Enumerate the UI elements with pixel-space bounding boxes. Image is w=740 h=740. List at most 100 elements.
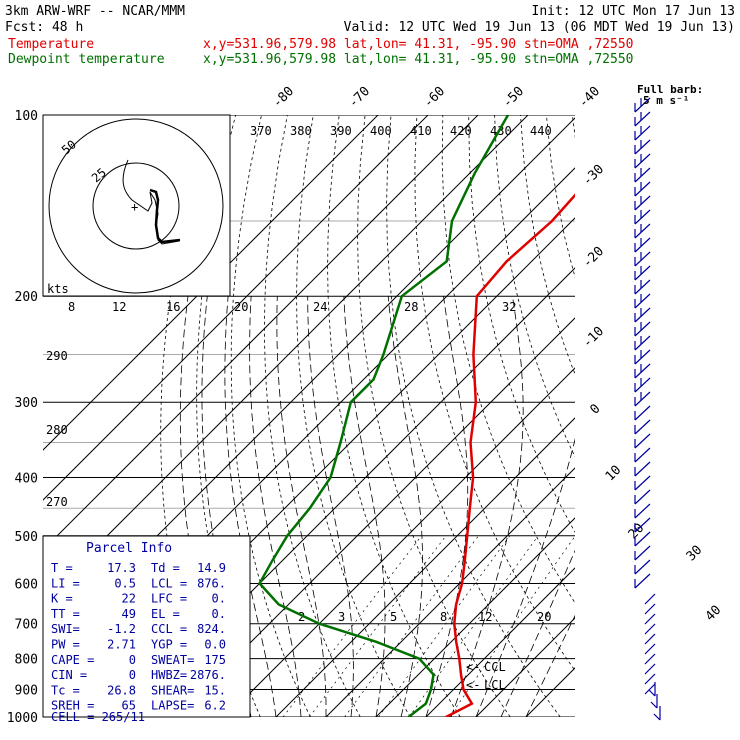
dewpoint-location: x,y=531.96,579.98 lat,lon= 41.31, -95.90… — [203, 52, 633, 67]
wind-barb-staff — [634, 181, 651, 197]
theta-tick-label: 420 — [450, 124, 472, 138]
pressure-tick-label: 300 — [15, 396, 38, 411]
wind-barb-staff — [634, 447, 651, 463]
isotherm-line — [43, 115, 479, 551]
model-title: 3km ARW-WRF -- NCAR/MMM — [5, 4, 185, 19]
wind-barb-staff — [634, 559, 651, 575]
pressure-tick-label: 800 — [15, 653, 38, 668]
parcel-info-cell: 0 — [129, 653, 136, 667]
dry-adiabat-line — [676, 115, 740, 717]
wind-barb-staff — [634, 223, 651, 239]
isotherm-tick-label: 0 — [587, 401, 603, 417]
wind-barb-staff — [634, 433, 651, 449]
header: 3km ARW-WRF -- NCAR/MMM Init: 12 UTC Mon… — [5, 4, 735, 67]
dry-adiabat-line — [264, 115, 361, 717]
parcel-info-cell: 26.8 — [107, 683, 136, 697]
parcel-info-cell: Td = — [151, 561, 180, 575]
isotherm-line — [275, 417, 575, 717]
parcel-info-frame — [42, 535, 251, 718]
temperature-location: x,y=531.96,579.98 lat,lon= 41.31, -95.90… — [203, 37, 633, 52]
moist-adiabat-line — [500, 549, 575, 717]
isotherm-line — [43, 115, 429, 501]
parcel-info-cell: CCL = — [151, 622, 187, 636]
isotherm-tick-label: -20 — [580, 244, 607, 271]
parcel-info-cell: 2.71 — [107, 638, 136, 652]
wind-barb-staff — [644, 603, 656, 615]
moist-adiabat-line — [276, 296, 327, 717]
parcel-info-cell: SREH = — [51, 699, 94, 713]
hodograph-ring-inner — [92, 162, 180, 250]
wind-barb-staff — [634, 475, 651, 491]
wind-barb-staff — [644, 663, 656, 675]
parcel-info-cell: YGP = — [151, 638, 187, 652]
dewpoint-line — [258, 115, 510, 717]
temperature-line — [445, 193, 575, 717]
dry-adiabat-line — [230, 115, 311, 717]
level-markers: CCL <- <- LCL — [466, 660, 506, 692]
wind-barb-staff — [634, 531, 651, 547]
mixing-ratio-tick-label: 8 — [68, 300, 75, 314]
wind-barb-staff — [634, 545, 651, 561]
parcel-info-panel: Parcel Info T = 17.3 Td = 14.9 LI = 0.5 LCL = 8… — [42, 535, 251, 724]
wind-barb-staff — [634, 503, 651, 519]
mixing-ratio-tick-label: 32 — [502, 300, 516, 314]
wind-barb-staff — [634, 489, 651, 505]
mixing-ratio-tick-label: 20 — [537, 610, 551, 624]
parcel-info-cell: 0.0 — [204, 638, 226, 652]
wind-barb-staff — [634, 111, 651, 127]
wind-barb-staff — [634, 293, 651, 309]
isotherm-tick-label: -40 — [576, 84, 603, 111]
pressure-axis: 100 200 300 400 500 600 700 800 900 1000 — [7, 109, 38, 726]
hodograph-trace-bold — [149, 188, 181, 244]
parcel-info-cell: 15. — [204, 683, 226, 697]
mixing-ratio-tick-label: 16 — [166, 300, 180, 314]
dry-adiabat-line — [296, 115, 411, 717]
isotherm-line — [425, 567, 575, 717]
pressure-tick-label: 400 — [15, 471, 38, 486]
hodograph: 25 50 + kts — [42, 114, 231, 297]
dry-adiabat-line — [650, 115, 740, 717]
wind-barb-staff — [634, 209, 651, 225]
parcel-info-rows: T = 17.3 Td = 14.9 LI = 0.5 LCL = 876. K = 22 LFC … — [51, 561, 226, 713]
isotherm-line — [375, 517, 575, 717]
theta-tick-label: 290 — [46, 349, 68, 363]
mixing-ratio-tick-label: 12 — [478, 610, 492, 624]
wind-barb-flag — [648, 689, 656, 697]
parcel-info-cell: 14.9 — [197, 561, 226, 575]
wind-barb-staff — [634, 573, 651, 589]
wind-barb-staff — [634, 419, 651, 435]
wind-barb-staff — [634, 237, 651, 253]
dry-adiabat-line — [546, 115, 575, 279]
mixing-ratio-tick-label: 5 — [390, 610, 397, 624]
parcel-info-cell: 175 — [204, 653, 226, 667]
wind-legend-title: Full barb: — [637, 83, 703, 96]
wind-barb-staff — [634, 307, 651, 323]
parcel-info-cell: SHEAR= — [151, 683, 194, 697]
hodograph-center-marker: + — [131, 200, 138, 214]
parcel-cell: CELL = 265/11 — [51, 710, 145, 724]
parcel-info-cell: 0 — [129, 668, 136, 682]
moist-adiabat-line — [475, 437, 575, 717]
pressure-tick-label: 500 — [15, 530, 38, 545]
parcel-info-cell: 17.3 — [107, 561, 136, 575]
parcel-info-cell: SWI= — [51, 622, 80, 636]
isotherm-tick-label: 40 — [703, 603, 725, 625]
wind-barbs — [634, 97, 661, 721]
pressure-tick-label: 1000 — [7, 711, 38, 726]
parcel-info-cell: HWBZ= — [151, 668, 187, 682]
mixing-ratio-tick-label: 8 — [440, 610, 447, 624]
dry-adiabat-line — [441, 115, 575, 604]
pressure-tick-label: 200 — [15, 290, 38, 305]
mixing-ratio-tick-label: 20 — [234, 300, 248, 314]
wind-barb-staff — [634, 391, 651, 407]
temperature-legend: Temperature — [8, 37, 94, 52]
parcel-info-cell: SWEAT= — [151, 653, 194, 667]
isotherm-line — [43, 115, 529, 601]
wind-barb-staff — [634, 265, 651, 281]
wind-barb-staff — [644, 633, 656, 645]
mixing-ratio-labels: 8 12 16 20 24 28 32 2 3 5 8 12 20 — [68, 300, 551, 624]
parcel-info-title: Parcel Info — [86, 541, 172, 556]
wind-barb-staff — [644, 593, 656, 605]
parcel-info-cell: PW = — [51, 638, 80, 652]
